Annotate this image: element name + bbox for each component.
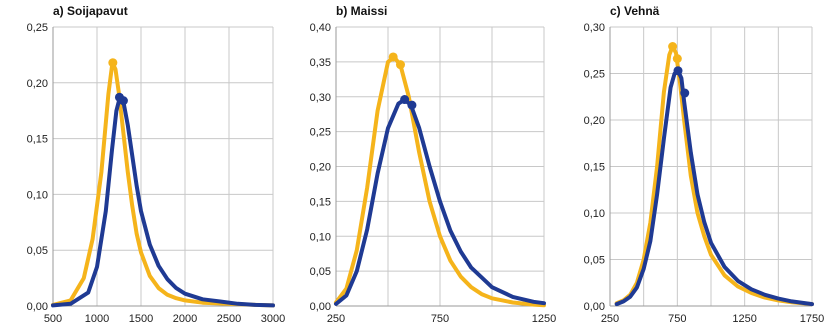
panel-c-xtick-label: 1750 — [800, 313, 824, 325]
panel-c-series-1-marker — [668, 42, 678, 52]
panel-c-series-1-marker — [672, 54, 682, 64]
panel-a-series-2-line — [51, 95, 275, 308]
panel-b-series-1-marker — [388, 52, 398, 62]
panel-b-ytick-label: 0,15 — [310, 196, 331, 208]
panel-a-ytick-label: 0,25 — [27, 22, 48, 34]
panel-a-ytick-label: 0,05 — [27, 245, 48, 257]
panel-a-xtick-label: 2000 — [173, 313, 197, 325]
panel-b-title: b) Maissi — [336, 4, 387, 18]
panel-c-ytick-label: 0,20 — [584, 115, 605, 127]
panel-b-ytick-label: 0,10 — [310, 231, 331, 243]
panel-b-xtick-label: 1250 — [532, 313, 556, 325]
panel-c-xtick-label: 250 — [601, 313, 619, 325]
panel-c-ytick-label: 0,15 — [584, 162, 605, 174]
panel-b-series-2-marker — [400, 95, 410, 105]
panel-b-ytick-label: 0,35 — [310, 57, 331, 69]
panel-c-ytick-label: 0,05 — [584, 255, 605, 267]
panel-b-ytick-label: 0,25 — [310, 127, 331, 139]
panel-a-series-1-line — [51, 60, 275, 308]
panel-c-ytick-label: 0,10 — [584, 208, 605, 220]
panel-b-series-2-marker — [407, 100, 417, 110]
panel-a-series-1-marker — [108, 58, 118, 68]
panel-c-series-2-marker — [680, 88, 690, 98]
panel-a-xtick-label: 3000 — [261, 313, 285, 325]
panel-a-ytick-label: 0,10 — [27, 189, 48, 201]
panel-c-ytick-label: 0,30 — [584, 22, 605, 34]
panel-a-xtick-label: 500 — [44, 313, 62, 325]
panel-b-ytick-label: 0,05 — [310, 266, 331, 278]
panel-a-ytick-label: 0,00 — [27, 301, 48, 313]
panel-c-xtick-label: 1250 — [732, 313, 756, 325]
panel-a-ytick-label: 0,20 — [27, 78, 48, 90]
panel-b-series-2-line — [334, 97, 546, 306]
panel-a-xtick-label: 1500 — [129, 313, 153, 325]
panel-a-series-2-marker — [118, 96, 128, 106]
panel-c-xtick-label: 750 — [668, 313, 686, 325]
panel-c-series-2-marker — [673, 66, 683, 76]
panel-a-xtick-label: 1000 — [85, 313, 109, 325]
panel-b-ytick-label: 0,00 — [310, 301, 331, 313]
panel-b-ytick-label: 0,20 — [310, 162, 331, 174]
panel-a-title: a) Soijapavut — [53, 4, 128, 18]
panel-b-series-1-line — [334, 55, 546, 308]
panel-b-ytick-label: 0,40 — [310, 22, 331, 34]
panel-b-xtick-label: 750 — [431, 313, 449, 325]
panel-c-series-1-line — [614, 44, 814, 307]
panel-a-xtick-label: 2500 — [217, 313, 241, 325]
panel-c-ytick-label: 0,25 — [584, 69, 605, 81]
panel-b-series-1-marker — [395, 60, 405, 70]
panel-b-xtick-label: 250 — [327, 313, 345, 325]
panel-b-ytick-label: 0,30 — [310, 92, 331, 104]
panel-a-ytick-label: 0,15 — [27, 134, 48, 146]
panel-c-ytick-label: 0,00 — [584, 301, 605, 313]
panel-c-series-2-line — [614, 68, 814, 307]
panel-c-title: c) Vehnä — [610, 4, 660, 18]
